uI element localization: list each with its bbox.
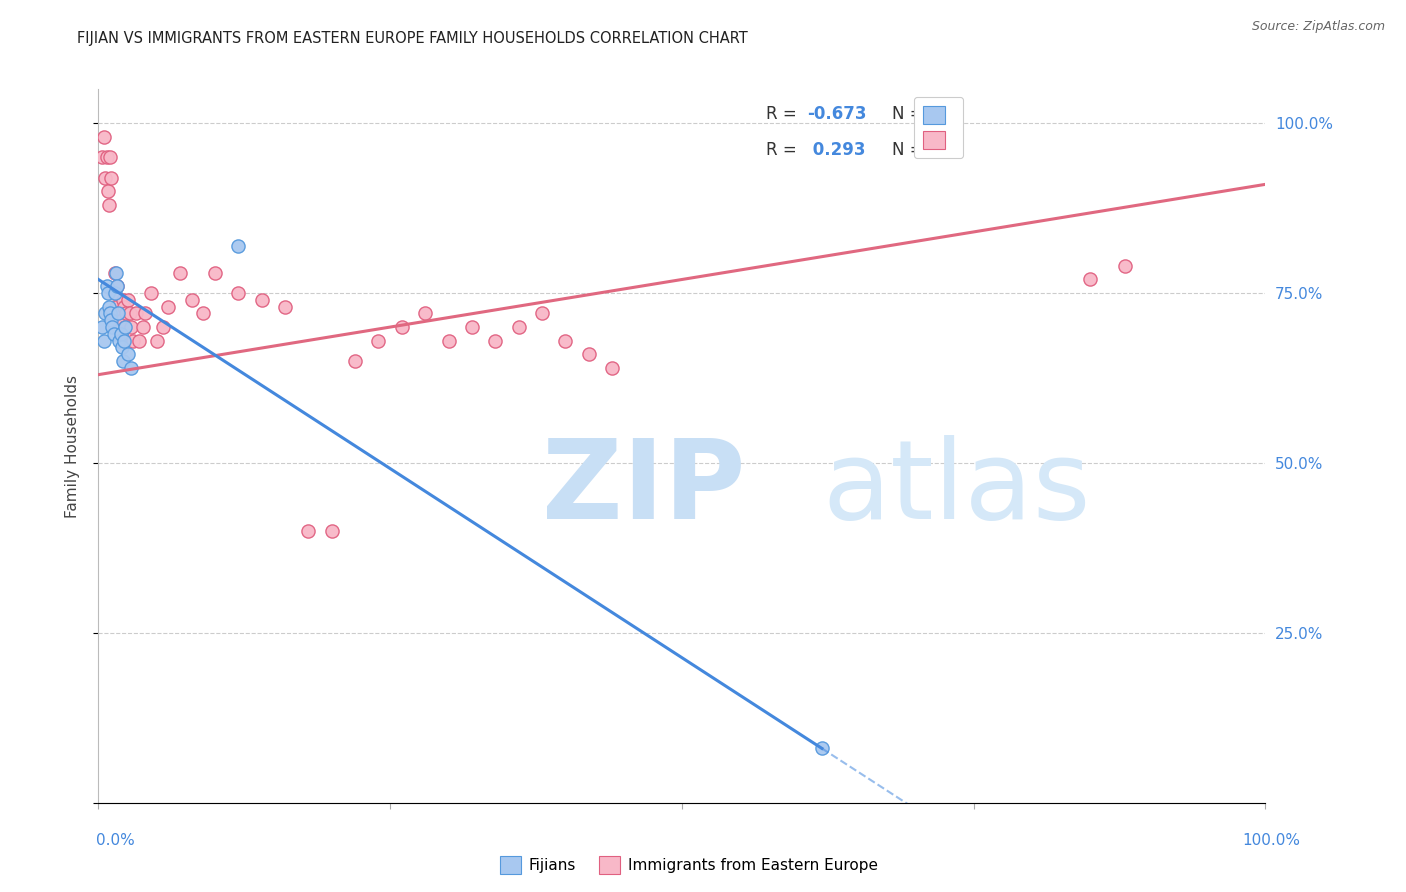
Point <box>96 279 118 293</box>
Point <box>104 266 127 280</box>
Point <box>274 300 297 314</box>
Point <box>96 150 118 164</box>
Point <box>122 334 145 348</box>
Point <box>250 293 273 307</box>
Point <box>94 170 117 185</box>
Point <box>101 306 124 320</box>
Point <box>108 334 131 348</box>
Text: N =: N = <box>891 105 929 123</box>
Point <box>139 286 162 301</box>
Point <box>114 320 136 334</box>
Text: R =: R = <box>766 141 801 159</box>
Point <box>101 320 124 334</box>
Point <box>97 300 120 314</box>
Point <box>112 334 135 348</box>
Point <box>578 347 600 361</box>
Point <box>110 326 132 341</box>
Text: 56: 56 <box>932 141 955 159</box>
Point <box>193 306 215 320</box>
Point <box>105 279 128 293</box>
Point <box>461 320 484 334</box>
Point <box>204 266 226 280</box>
Point <box>115 306 138 320</box>
Point <box>97 286 120 301</box>
Point <box>297 524 319 538</box>
Point <box>180 293 202 307</box>
Point <box>111 354 134 368</box>
Point <box>98 150 121 164</box>
Text: 24: 24 <box>932 105 955 123</box>
Point <box>111 293 134 307</box>
Point <box>100 170 122 185</box>
Text: 100.0%: 100.0% <box>1243 833 1301 847</box>
Point <box>117 347 139 361</box>
Point <box>321 524 343 538</box>
Point <box>125 306 148 320</box>
Point <box>104 266 127 280</box>
Point <box>530 306 553 320</box>
Point <box>228 286 250 301</box>
Point <box>1114 259 1136 273</box>
Point <box>413 306 436 320</box>
Point <box>169 266 191 280</box>
Point <box>811 741 834 756</box>
Point <box>107 306 129 320</box>
Point <box>120 320 142 334</box>
Point <box>117 293 139 307</box>
Text: -0.673: -0.673 <box>807 105 866 123</box>
Point <box>97 198 120 212</box>
Point <box>103 286 125 301</box>
Text: 0.0%: 0.0% <box>96 833 135 847</box>
Point <box>98 306 121 320</box>
Point <box>103 326 125 341</box>
Point <box>111 313 134 327</box>
Point <box>100 313 122 327</box>
Point <box>120 360 142 375</box>
Text: N =: N = <box>891 141 929 159</box>
Text: FIJIAN VS IMMIGRANTS FROM EASTERN EUROPE FAMILY HOUSEHOLDS CORRELATION CHART: FIJIAN VS IMMIGRANTS FROM EASTERN EUROPE… <box>77 31 748 46</box>
Text: atlas: atlas <box>823 435 1091 542</box>
Point <box>344 354 367 368</box>
Point <box>128 334 150 348</box>
Point <box>1080 272 1102 286</box>
Point <box>118 306 141 320</box>
Point <box>105 279 128 293</box>
Text: ZIP: ZIP <box>541 435 745 542</box>
Point <box>437 334 460 348</box>
Point <box>228 238 250 252</box>
Point <box>484 334 506 348</box>
Point <box>508 320 530 334</box>
Point <box>132 320 155 334</box>
Text: R =: R = <box>766 105 801 123</box>
Text: 0.293: 0.293 <box>807 141 865 159</box>
Point <box>554 334 576 348</box>
Point <box>94 306 117 320</box>
Point <box>104 286 127 301</box>
Legend: , : , <box>914 97 963 158</box>
Point <box>146 334 169 348</box>
Legend: Fijians, Immigrants from Eastern Europe: Fijians, Immigrants from Eastern Europe <box>494 850 884 880</box>
Point <box>90 320 112 334</box>
Point <box>600 360 623 375</box>
Point <box>93 129 115 144</box>
Point <box>90 150 112 164</box>
Point <box>134 306 156 320</box>
Point <box>367 334 389 348</box>
Text: Source: ZipAtlas.com: Source: ZipAtlas.com <box>1251 20 1385 33</box>
Point <box>104 300 127 314</box>
Point <box>93 334 115 348</box>
Point <box>152 320 174 334</box>
Point <box>114 320 136 334</box>
Point <box>108 320 131 334</box>
Point <box>107 306 129 320</box>
Point <box>391 320 413 334</box>
Y-axis label: Family Households: Family Households <box>65 375 80 517</box>
Point <box>110 326 132 341</box>
Point <box>112 300 135 314</box>
Point <box>111 341 134 355</box>
Point <box>157 300 180 314</box>
Point <box>97 184 120 198</box>
